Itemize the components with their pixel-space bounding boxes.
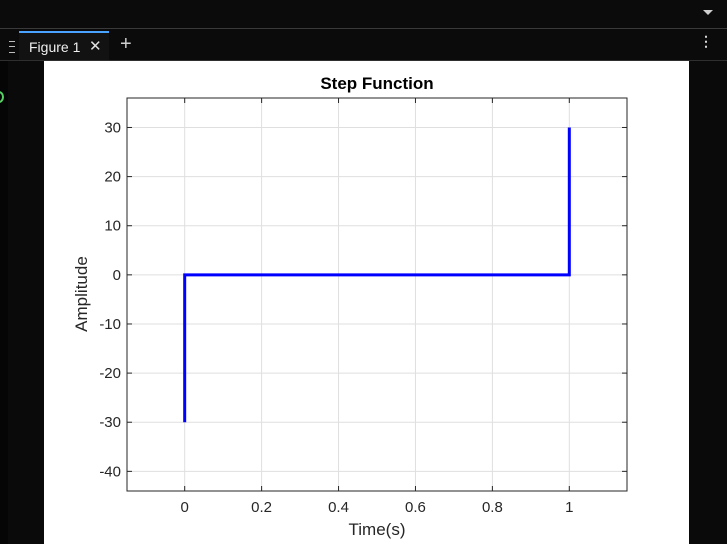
drag-handle-icon[interactable]	[9, 41, 15, 53]
series-line	[183, 127, 571, 423]
y-tick-label: -10	[99, 316, 121, 333]
grid	[127, 98, 627, 491]
x-tick-label: 0.6	[405, 499, 426, 516]
y-tick-label: 10	[104, 218, 121, 235]
x-tick-label: 0.8	[482, 499, 503, 516]
x-tick-label: 0	[181, 499, 189, 516]
figure-canvas: 0 0.2 0.4 0.6 0.8 1 -40 -30 -20 -10 0 10 20 30 Step F…	[44, 61, 689, 544]
y-tick-label: 20	[104, 169, 121, 186]
step-function-chart: 0 0.2 0.4 0.6 0.8 1 -40 -30 -20 -10 0 10 20 30 Step F…	[72, 74, 628, 539]
x-tick-label: 0.2	[251, 499, 272, 516]
y-tick-label: -30	[99, 414, 121, 431]
y-tick-label: 30	[104, 119, 121, 136]
chart-title: Step Function	[320, 74, 433, 93]
close-icon[interactable]: ✕	[89, 38, 102, 55]
y-tick-label: -40	[99, 463, 121, 480]
left-side-strip	[0, 61, 8, 544]
tab-label: Figure 1	[29, 39, 81, 55]
y-axis-label: Amplitude	[72, 256, 91, 332]
top-bar	[0, 0, 727, 29]
tab-figure-1[interactable]: Figure 1 ✕	[19, 31, 109, 60]
x-tick-label: 1	[565, 499, 573, 516]
more-options-icon[interactable]: ⋮	[699, 34, 713, 54]
figure-tab-strip	[0, 30, 727, 61]
axes-box	[126, 97, 628, 492]
y-tick-label: -20	[99, 365, 121, 382]
add-tab-icon[interactable]: +	[120, 33, 132, 55]
series	[183, 127, 571, 423]
x-tick-label: 0.4	[328, 499, 349, 516]
x-axis-label: Time(s)	[349, 520, 406, 539]
y-tick-label: 0	[113, 267, 121, 284]
chevron-down-icon[interactable]	[703, 10, 713, 15]
ticks: 0 0.2 0.4 0.6 0.8 1 -40 -30 -20 -10 0 10 20 30	[99, 98, 627, 516]
